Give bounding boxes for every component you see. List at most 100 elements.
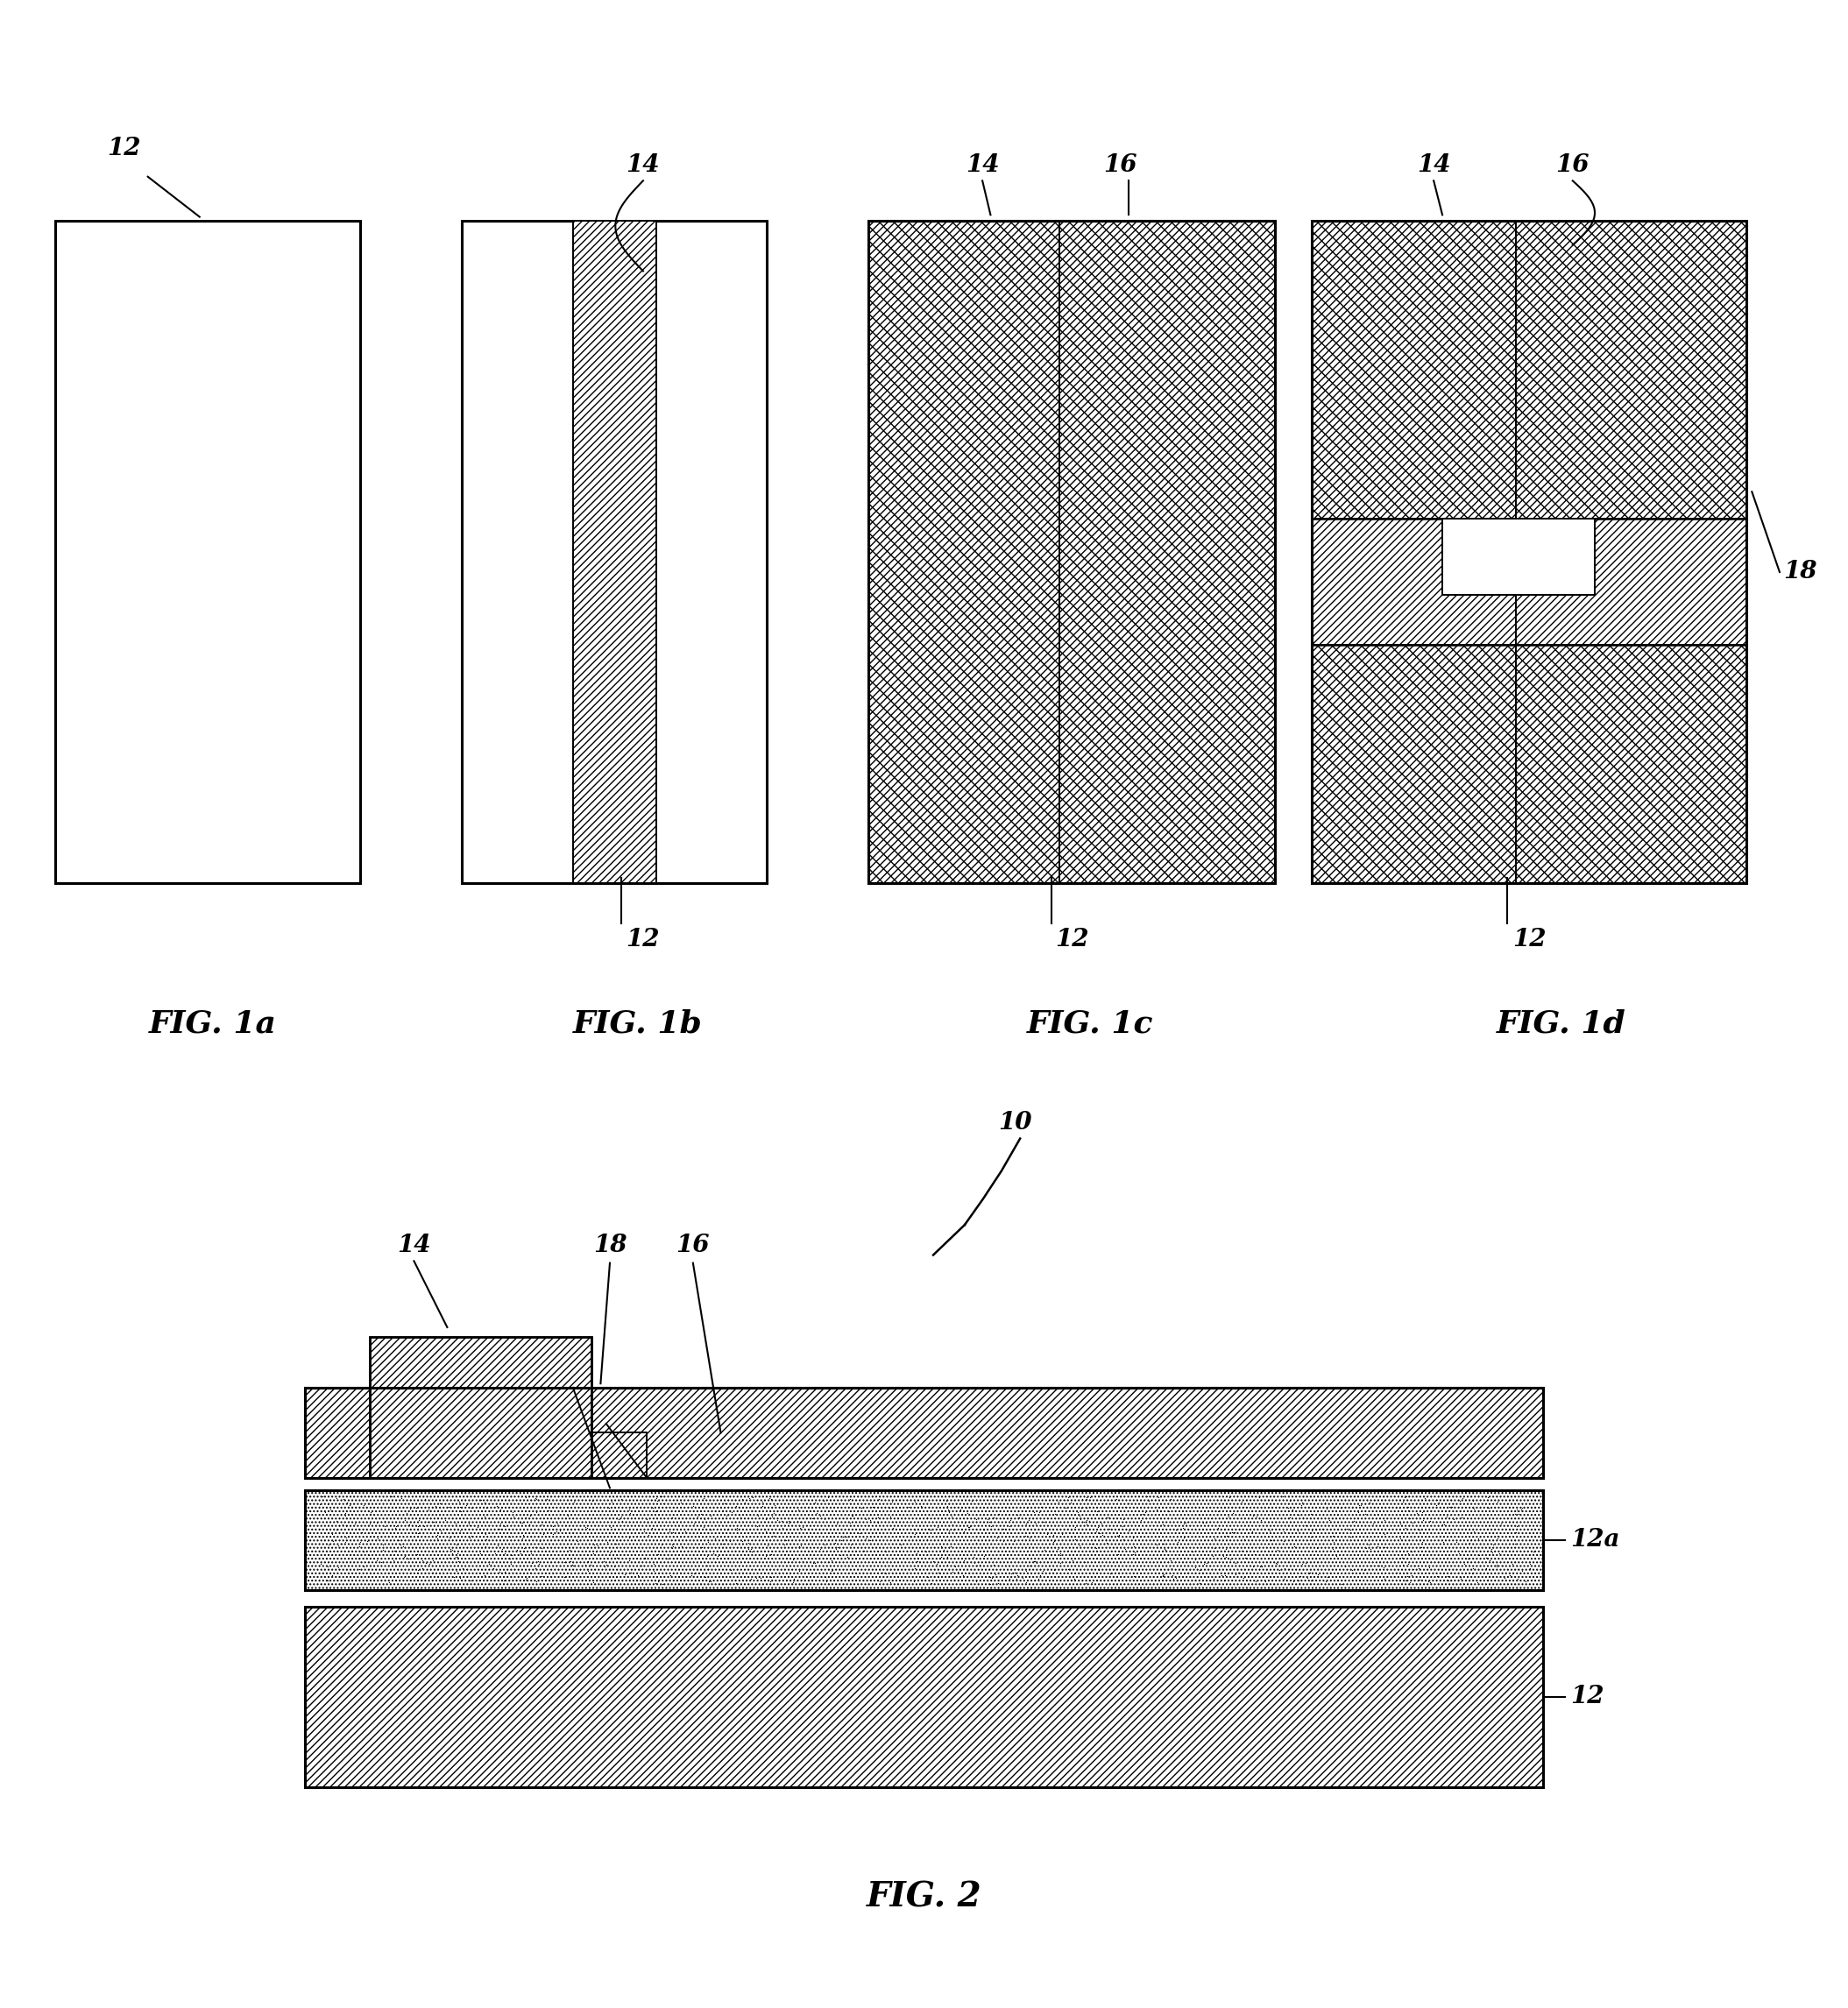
Point [667, 1530, 697, 1562]
Point [891, 1524, 920, 1556]
Point [721, 1490, 750, 1522]
Point [1410, 1482, 1440, 1514]
Point [900, 1486, 930, 1518]
Point [1144, 1482, 1173, 1514]
Point [734, 1528, 763, 1560]
Point [819, 1542, 848, 1574]
Point [334, 1488, 364, 1520]
Text: FIG. 1b: FIG. 1b [573, 1010, 702, 1038]
Point [490, 1542, 519, 1574]
Point [1092, 1502, 1122, 1534]
Point [950, 1506, 979, 1538]
Point [1506, 1554, 1536, 1586]
Point [1135, 1484, 1164, 1516]
Point [333, 1486, 362, 1518]
Point [1275, 1486, 1305, 1518]
Point [551, 1502, 580, 1534]
Point [1005, 1502, 1035, 1534]
Point [514, 1508, 543, 1540]
Point [1103, 1538, 1133, 1570]
Point [645, 1480, 675, 1512]
Point [1388, 1486, 1417, 1518]
Point [1066, 1482, 1096, 1514]
Point [1064, 1528, 1094, 1560]
Point [806, 1500, 835, 1532]
Point [821, 1532, 850, 1564]
Point [697, 1514, 726, 1546]
Point [610, 1558, 639, 1590]
Point [390, 1504, 419, 1536]
Point [595, 1516, 625, 1548]
Point [1046, 1546, 1076, 1578]
Point [789, 1546, 819, 1578]
Bar [1312, 221, 1746, 518]
Bar [1312, 518, 1746, 645]
Point [445, 1514, 475, 1546]
Point [682, 1500, 711, 1532]
Point [1332, 1514, 1362, 1546]
Point [499, 1496, 529, 1528]
Point [503, 1534, 532, 1566]
Point [414, 1494, 444, 1526]
Point [968, 1514, 998, 1546]
Point [743, 1510, 772, 1542]
Point [1336, 1514, 1366, 1546]
Point [506, 1506, 536, 1538]
Point [1404, 1562, 1434, 1594]
Point [1085, 1554, 1114, 1586]
Point [323, 1530, 353, 1562]
Point [911, 1536, 941, 1568]
Point [370, 1504, 399, 1536]
Point [1403, 1498, 1432, 1530]
Point [954, 1510, 983, 1542]
Point [482, 1490, 512, 1522]
Point [1181, 1492, 1210, 1524]
Point [898, 1566, 928, 1598]
Point [902, 1546, 931, 1578]
Point [1519, 1536, 1549, 1568]
Point [1392, 1560, 1421, 1592]
Point [1155, 1496, 1185, 1528]
Point [826, 1524, 856, 1556]
Point [445, 1492, 475, 1524]
Point [1390, 1482, 1419, 1514]
Point [1177, 1536, 1207, 1568]
Point [571, 1548, 601, 1580]
Point [516, 1536, 545, 1568]
Point [438, 1534, 468, 1566]
Point [1454, 1556, 1484, 1588]
Point [1188, 1506, 1218, 1538]
Point [1482, 1550, 1512, 1582]
Point [1427, 1508, 1456, 1540]
Point [440, 1560, 469, 1592]
Point [469, 1530, 499, 1562]
Point [1040, 1498, 1070, 1530]
Point [1118, 1530, 1148, 1562]
Point [1477, 1532, 1506, 1564]
Bar [573, 221, 656, 884]
Point [558, 1548, 588, 1580]
Point [1203, 1512, 1233, 1544]
Point [693, 1540, 723, 1572]
Point [1488, 1550, 1517, 1582]
Point [821, 1526, 850, 1558]
Point [1196, 1502, 1225, 1534]
Point [1288, 1548, 1318, 1580]
Point [771, 1538, 800, 1570]
Point [736, 1532, 765, 1564]
Point [1386, 1510, 1416, 1542]
Point [1081, 1516, 1111, 1548]
Point [676, 1558, 706, 1590]
Point [1020, 1546, 1050, 1578]
Point [939, 1514, 968, 1546]
Point [1502, 1496, 1532, 1528]
Point [532, 1482, 562, 1514]
Bar [1312, 221, 1746, 884]
Point [340, 1508, 370, 1540]
Point [1120, 1536, 1149, 1568]
Point [1510, 1566, 1539, 1598]
Point [553, 1500, 582, 1532]
Point [1199, 1532, 1229, 1564]
Point [1061, 1524, 1090, 1556]
Point [418, 1556, 447, 1588]
